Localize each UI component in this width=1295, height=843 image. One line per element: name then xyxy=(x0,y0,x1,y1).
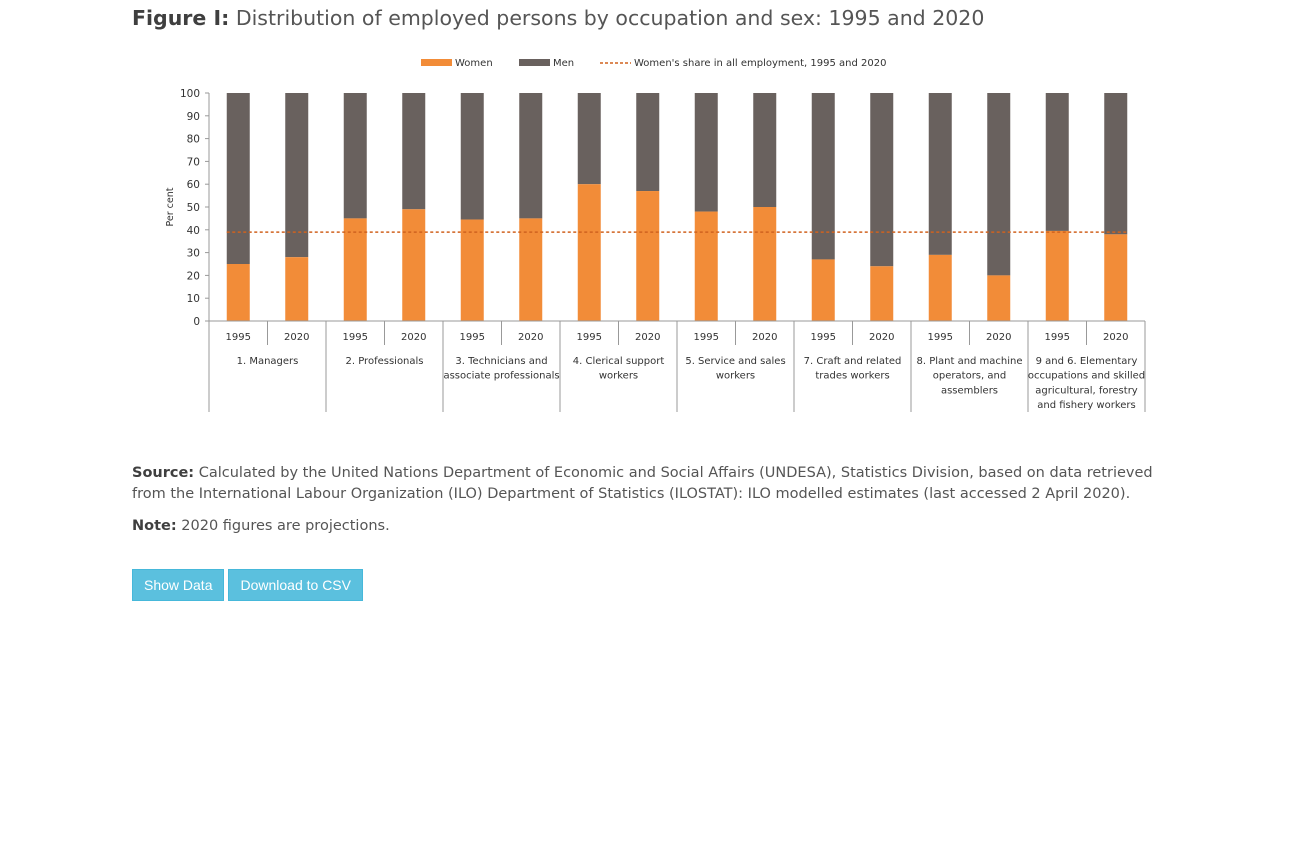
bar-men xyxy=(402,93,426,210)
y-tick-label: 30 xyxy=(187,248,200,260)
x-group-label: 3. Technicians and xyxy=(455,356,547,367)
note-paragraph: Note: 2020 figures are projections. xyxy=(132,516,1172,537)
bar-women xyxy=(460,219,484,321)
download-csv-button[interactable]: Download to CSV xyxy=(228,569,363,601)
x-group-label: and fishery workers xyxy=(1037,400,1136,411)
x-group-label: operators, and xyxy=(933,371,1006,382)
bar-men xyxy=(519,93,543,219)
x-tick-label-year: 1995 xyxy=(577,332,602,343)
x-tick-label-year: 1995 xyxy=(928,332,953,343)
bar-men xyxy=(460,93,484,220)
x-group-label: assemblers xyxy=(941,385,998,396)
bar-women xyxy=(636,191,660,321)
bar-men xyxy=(987,93,1011,276)
source-label: Source: xyxy=(132,465,195,481)
bar-men xyxy=(343,93,367,219)
x-tick-label-year: 2020 xyxy=(1103,332,1128,343)
x-group-label: occupations and skilled xyxy=(1028,371,1145,382)
y-tick-label: 70 xyxy=(187,156,200,168)
x-tick-label-year: 2020 xyxy=(869,332,894,343)
show-data-button[interactable]: Show Data xyxy=(132,569,225,601)
x-group-label: 7. Craft and related xyxy=(804,356,902,367)
y-tick-label: 10 xyxy=(187,293,200,305)
x-tick-label-year: 1995 xyxy=(226,332,251,343)
bar-women xyxy=(402,209,426,321)
x-tick-label-year: 1995 xyxy=(1045,332,1070,343)
bar-women xyxy=(519,218,543,321)
x-group-label: workers xyxy=(599,371,638,382)
stacked-bar-chart: Women Men Women's share in all employment,… xyxy=(165,58,1146,412)
bar-men xyxy=(285,93,309,258)
legend-swatch-men xyxy=(519,59,550,66)
x-tick-label-year: 1995 xyxy=(694,332,719,343)
bar-men xyxy=(811,93,835,260)
source-paragraph: Source: Calculated by the United Nations… xyxy=(132,463,1172,505)
x-group-label: associate professionals xyxy=(443,371,559,382)
x-group-label: 9 and 6. Elementary xyxy=(1036,356,1138,367)
bar-men xyxy=(694,93,718,212)
legend-label-women: Women xyxy=(455,58,493,69)
bar-men xyxy=(1045,93,1069,231)
x-group-label: 1. Managers xyxy=(237,356,299,367)
bar-women xyxy=(928,254,952,321)
figure-title: Figure I: Distribution of employed perso… xyxy=(132,6,984,30)
bar-men xyxy=(577,93,601,185)
bar-women xyxy=(1045,230,1069,321)
legend-swatch-women xyxy=(421,59,452,66)
source-notes: Source: Calculated by the United Nations… xyxy=(132,463,1172,548)
x-tick-label-year: 1995 xyxy=(343,332,368,343)
x-group-label: trades workers xyxy=(815,371,889,382)
bar-men xyxy=(753,93,777,207)
bar-men xyxy=(1104,93,1128,235)
x-tick-label-year: 2020 xyxy=(518,332,543,343)
x-group-label: workers xyxy=(716,371,755,382)
y-tick-label: 100 xyxy=(180,88,200,100)
y-tick-label: 0 xyxy=(193,316,200,328)
note-text: 2020 figures are projections. xyxy=(181,518,390,534)
x-group-label: 8. Plant and machine xyxy=(916,356,1022,367)
x-tick-label-year: 2020 xyxy=(401,332,426,343)
x-tick-label-year: 2020 xyxy=(986,332,1011,343)
y-tick-label: 80 xyxy=(187,134,200,146)
source-text: Calculated by the United Nations Departm… xyxy=(132,465,1153,502)
x-tick-label-year: 1995 xyxy=(460,332,485,343)
y-axis-label: Per cent xyxy=(165,187,176,226)
x-group-label: 4. Clerical support xyxy=(573,356,665,367)
bar-women xyxy=(226,264,250,321)
figure-title-text: Distribution of employed persons by occu… xyxy=(235,6,985,30)
legend-label-share-line: Women's share in all employment, 1995 an… xyxy=(634,58,886,69)
bar-women xyxy=(811,259,835,321)
bar-women xyxy=(694,211,718,321)
y-tick-label: 90 xyxy=(187,111,200,123)
x-tick-label-year: 1995 xyxy=(811,332,836,343)
bar-men xyxy=(226,93,250,264)
bar-women xyxy=(1104,234,1128,321)
note-label: Note: xyxy=(132,518,177,534)
bar-men xyxy=(636,93,660,192)
x-tick-label-year: 2020 xyxy=(635,332,660,343)
x-tick-label-year: 2020 xyxy=(752,332,777,343)
bar-women xyxy=(753,207,777,321)
legend-label-men: Men xyxy=(553,58,574,69)
y-tick-label: 40 xyxy=(187,225,200,237)
bar-women xyxy=(577,184,601,321)
bar-women xyxy=(285,257,309,321)
figure-label: Figure I: xyxy=(132,6,230,30)
button-bar: Show Data Download to CSV xyxy=(132,569,363,601)
x-group-label: 2. Professionals xyxy=(345,356,423,367)
x-tick-label-year: 2020 xyxy=(284,332,309,343)
bar-men xyxy=(928,93,952,255)
bar-women xyxy=(987,275,1011,321)
y-tick-label: 20 xyxy=(187,270,200,282)
bar-women xyxy=(343,218,367,321)
bar-women xyxy=(870,266,894,321)
x-group-label: 5. Service and sales xyxy=(685,356,785,367)
bar-men xyxy=(870,93,894,267)
y-tick-label: 60 xyxy=(187,179,200,191)
y-tick-label: 50 xyxy=(187,202,200,214)
x-group-label: agricultural, forestry xyxy=(1035,385,1138,396)
